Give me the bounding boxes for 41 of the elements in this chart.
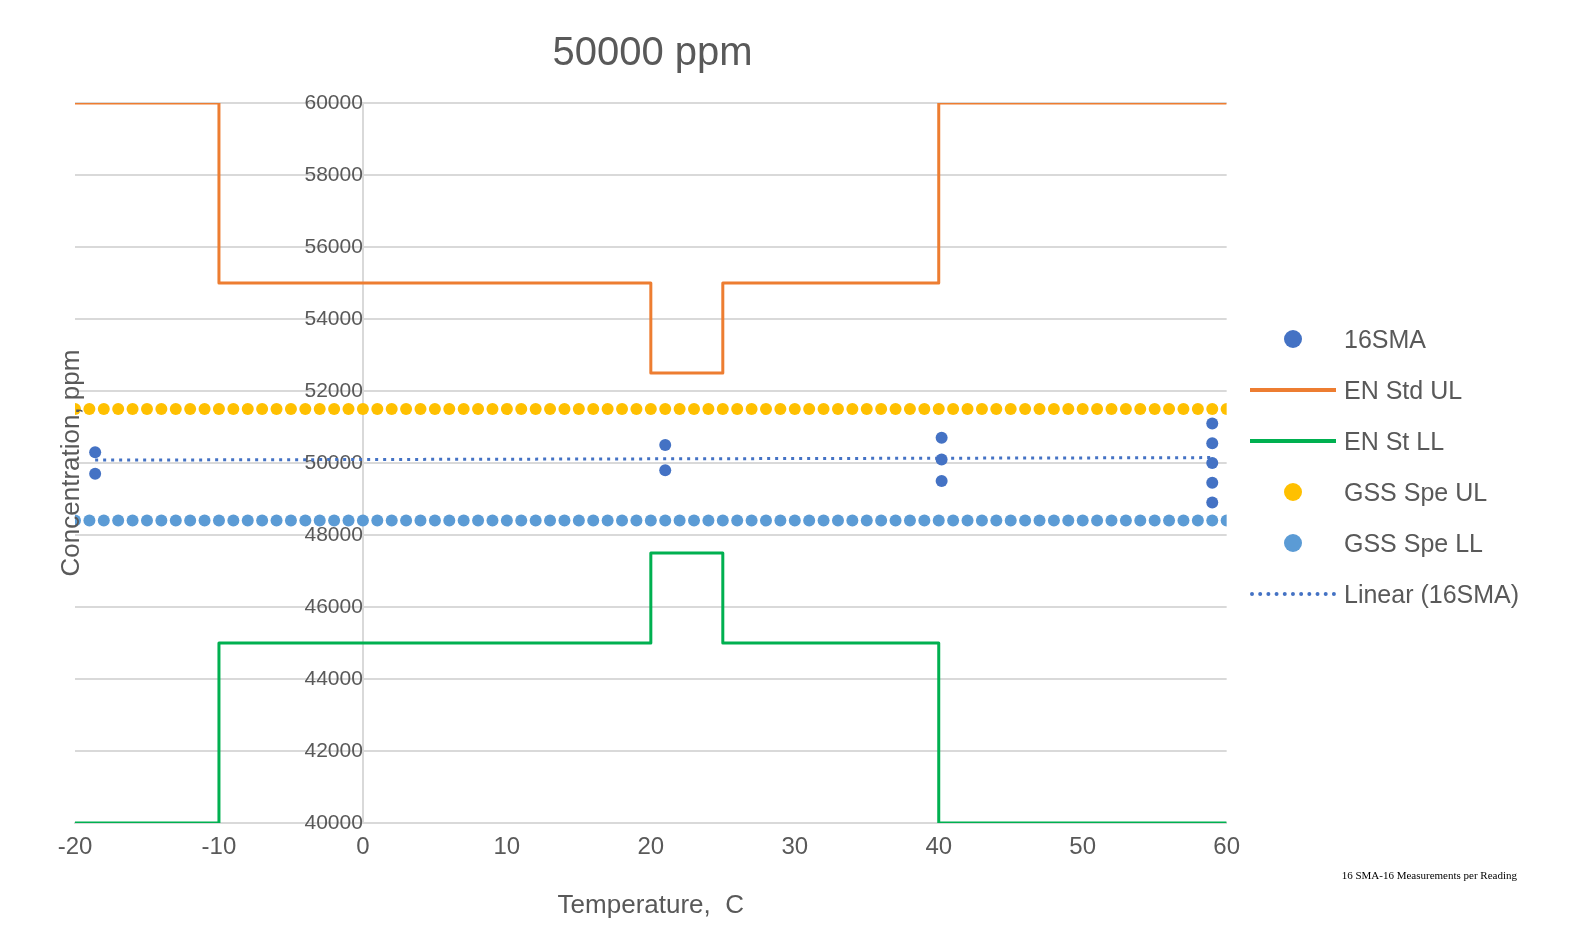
point: [659, 439, 672, 451]
point: [1206, 476, 1219, 489]
x-tick-label: 10: [493, 832, 521, 860]
y-tick-label: 54000: [304, 305, 363, 329]
x-tick-label: 40: [925, 832, 953, 860]
text: 16 SMA-16 Measurements per Reading: [1341, 869, 1517, 881]
point: [1206, 457, 1219, 469]
y-tick-label: 56000: [304, 233, 363, 257]
y-tick-label: 48000: [304, 521, 363, 545]
point: [1206, 496, 1219, 509]
point: [1206, 417, 1219, 430]
point: [1206, 437, 1219, 450]
y-axis-title: Concentration, ppm: [55, 349, 86, 577]
point: [89, 446, 102, 459]
x-axis-title: Temperature, C: [557, 888, 745, 919]
point: [935, 453, 948, 466]
y-tick-label: 46000: [304, 593, 363, 617]
legend-label: GSS Spe LL: [1344, 528, 1483, 558]
x-tick-label: 0: [356, 832, 370, 860]
y-tick-label: 44000: [304, 665, 363, 689]
point: [935, 431, 948, 444]
legend-label: 16SMA: [1344, 324, 1426, 354]
legend-label: EN St LL: [1344, 426, 1445, 456]
x-tick-label: 20: [637, 832, 665, 860]
x-tick-label: 30: [781, 832, 809, 860]
x-tick-label: 50: [1069, 832, 1097, 860]
x-tick-label: -20: [57, 832, 93, 860]
y-tick-label: 60000: [304, 89, 363, 113]
y-tick-label: 42000: [304, 737, 363, 761]
point: [89, 467, 102, 480]
chart-title: 50000 ppm: [552, 29, 753, 74]
y-tick-label: 58000: [304, 161, 363, 185]
point: [659, 464, 672, 477]
x-tick-label: 60: [1213, 832, 1240, 860]
y-tick-label: 40000: [304, 809, 363, 833]
legend-label: Linear (16SMA): [1344, 579, 1520, 609]
point: [935, 475, 948, 487]
x-tick-label: -10: [201, 832, 237, 860]
y-tick-label: 52000: [304, 377, 363, 401]
legend-label: GSS Spe UL: [1344, 477, 1488, 507]
legend-label: EN Std UL: [1344, 375, 1463, 405]
